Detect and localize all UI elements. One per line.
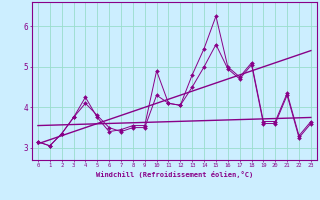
X-axis label: Windchill (Refroidissement éolien,°C): Windchill (Refroidissement éolien,°C) [96,171,253,178]
